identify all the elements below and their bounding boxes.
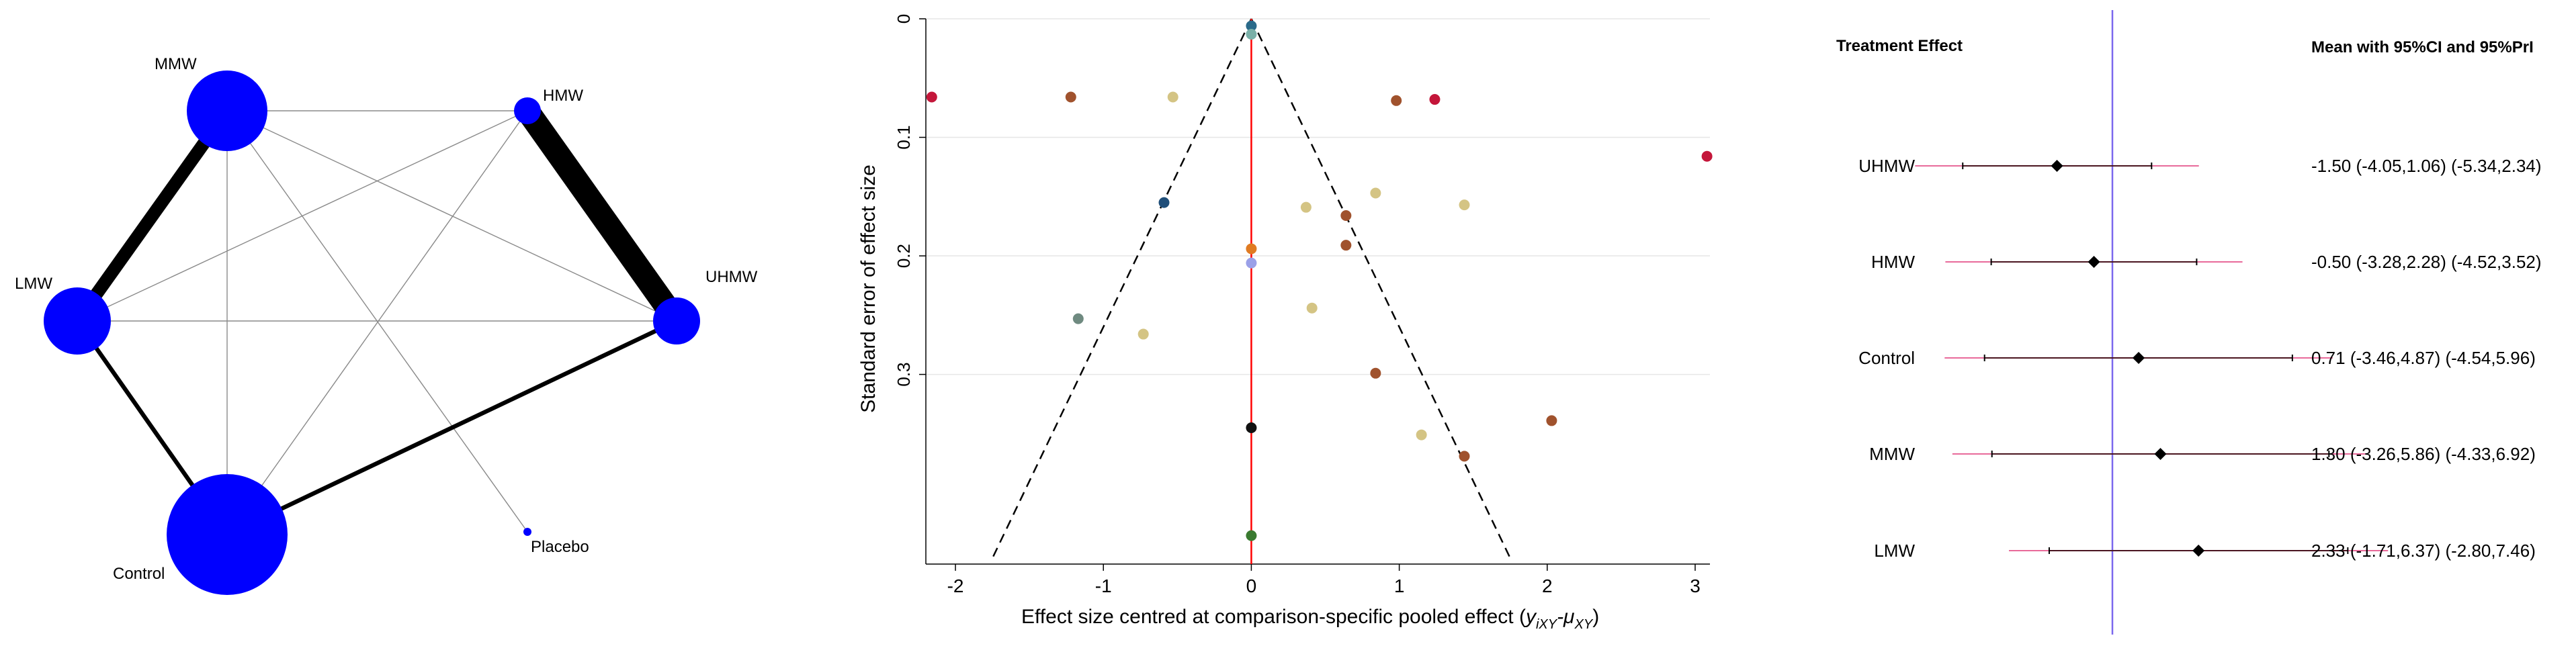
funnel-point (1065, 91, 1076, 103)
node-label-uhmw: UHMW (705, 268, 758, 286)
funnel-x-tick-label: 2 (1542, 575, 1553, 596)
funnel-point (1459, 451, 1470, 462)
node-label-hmw: HMW (543, 87, 583, 105)
node-label-control: Control (113, 565, 165, 583)
funnel-point (1167, 91, 1178, 103)
funnel-point (1546, 415, 1557, 426)
forest-row-label: UHMW (1858, 156, 1915, 176)
network-plot: MMW HMW LMW UHMW Control Placebo (15, 55, 758, 595)
funnel-point (1459, 199, 1470, 211)
funnel-y-axis-label: Standard error of effect size (857, 165, 879, 413)
funnel-point (1072, 313, 1084, 324)
funnel-point (1340, 240, 1352, 251)
forest-header-right: Mean with 95%CI and 95%PrI (2311, 38, 2534, 56)
funnel-point (1391, 95, 1402, 106)
node-uhmw (653, 297, 700, 344)
funnel-plot-area (926, 19, 1710, 564)
funnel-point (926, 91, 937, 103)
funnel-y-tick-label: 0.3 (894, 362, 914, 386)
forest-mean-marker (2088, 256, 2100, 268)
node-hmw (514, 97, 541, 124)
forest-mean-marker (2192, 545, 2205, 557)
node-label-mmw: MMW (155, 55, 197, 73)
funnel-point (1158, 197, 1170, 208)
funnel-plot: Effect size centred at comparison-specif… (857, 14, 1713, 632)
edge-uhmw-control (226, 319, 678, 537)
forest-row-label: HMW (1871, 252, 1915, 272)
funnel-point (1246, 20, 1257, 32)
edge-lmw-hmw (77, 110, 528, 322)
funnel-x-axis-label: Effect size centred at comparison-specif… (1021, 606, 1599, 632)
funnel-point (1246, 422, 1257, 433)
edge-mmw-uhmw (226, 110, 677, 322)
forest-header-left: Treatment Effect (1836, 37, 1963, 55)
funnel-point (1246, 28, 1257, 40)
funnel-y-tick-label: 0.1 (894, 125, 914, 149)
funnel-x-tick-label: -1 (1095, 575, 1112, 596)
funnel-x-tick-label: 1 (1394, 575, 1405, 596)
funnel-point (1246, 530, 1257, 541)
edge-hmw-uhmw (517, 103, 687, 328)
funnel-point (1370, 187, 1381, 199)
forest-mean-marker (2133, 352, 2145, 364)
forest-row-values: 0.71 (-3.46,4.87) (-4.54,5.96) (2311, 348, 2536, 368)
funnel-x-tick-label: -2 (947, 575, 964, 596)
funnel-point (1701, 150, 1713, 162)
funnel-point (1246, 257, 1257, 269)
funnel-point (1416, 429, 1427, 441)
node-label-lmw: LMW (15, 275, 52, 293)
forest-mean-marker (2154, 448, 2167, 460)
funnel-x-tick-label: 0 (1246, 575, 1257, 596)
forest-row-values: -0.50 (-3.28,2.28) (-4.52,3.52) (2311, 252, 2542, 272)
funnel-point (1370, 367, 1381, 379)
forest-row-values: -1.50 (-4.05,1.06) (-5.34,2.34) (2311, 156, 2542, 176)
node-placebo (523, 528, 531, 536)
node-control (167, 474, 288, 595)
node-lmw (44, 287, 111, 355)
forest-row-values: 1.30 (-3.26,5.86) (-4.33,6.92) (2311, 444, 2536, 464)
forest-mean-marker (2051, 160, 2063, 172)
forest-row-label: LMW (1874, 541, 1915, 561)
funnel-point (1300, 201, 1312, 213)
edge-hmw-control (226, 110, 528, 535)
funnel-y-tick-label: 0 (894, 14, 914, 24)
forest-row-label: Control (1858, 348, 1915, 368)
funnel-point (1306, 302, 1318, 314)
funnel-point (1137, 328, 1149, 340)
funnel-y-tick-label: 0.2 (894, 244, 914, 268)
forest-row-label: MMW (1869, 444, 1915, 464)
forest-row-values: 2.33 (-1.71,6.37) (-2.80,7.46) (2311, 541, 2536, 561)
funnel-point (1429, 94, 1441, 105)
funnel-bound-left (991, 18, 1252, 559)
funnel-bound-right (1250, 18, 1511, 559)
funnel-point (1246, 243, 1257, 255)
node-label-placebo: Placebo (531, 538, 589, 556)
funnel-x-tick-label: 3 (1690, 575, 1701, 596)
forest-plot: Treatment Effect Mean with 95%CI and 95%… (1836, 10, 2542, 635)
node-mmw (187, 71, 267, 151)
funnel-point (1340, 210, 1352, 222)
edge-mmw-lmw (72, 107, 232, 325)
